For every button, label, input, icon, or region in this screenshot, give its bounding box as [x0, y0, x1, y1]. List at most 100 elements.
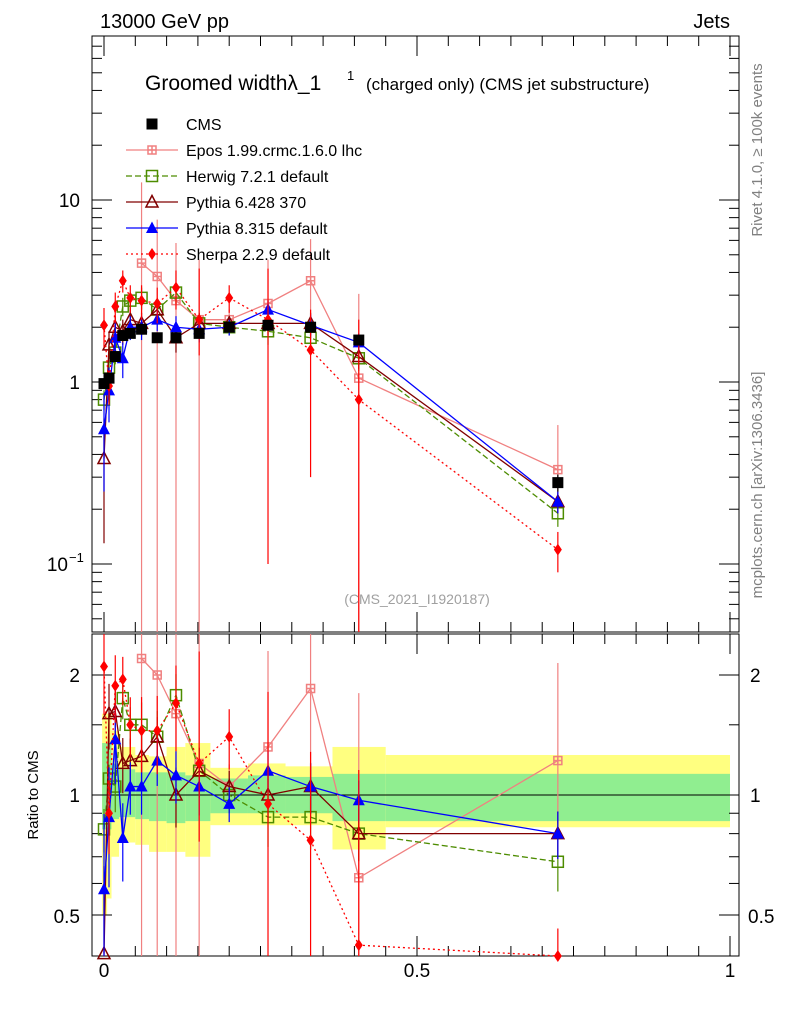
ratio-uncertainty-bands [102, 713, 730, 915]
series-line-epos-1-99-crmc-1-6-0-lhc [141, 262, 559, 471]
chart-title: Groomed widthλ_1 [145, 72, 321, 95]
point-sherpa-2-2-9-default [225, 291, 234, 304]
point-cms [305, 321, 317, 333]
ratio-point-pythia-8-315-default [223, 797, 236, 809]
ratio-point-sherpa-2-2-9-default [137, 724, 146, 737]
ratio-point-pythia-8-315-default [551, 827, 564, 839]
point-epos-1-99-crmc-1-6-0-lhc [136, 258, 147, 268]
series-ratio-sherpa-2-2-9-default [100, 634, 562, 962]
point-cms [353, 334, 365, 346]
legend-marker-cms [146, 118, 158, 130]
legend-marker-herwig-7-2-1-default [145, 169, 159, 183]
chart-title-superscript: 1 [347, 68, 354, 83]
ratio-line-pythia-8-315-default [103, 739, 558, 890]
legend-label-epos-1-99-crmc-1-6-0-lhc: Epos 1.99.crmc.1.6.0 lhc [186, 143, 362, 160]
series-main-pythia-6-428-370 [96, 300, 566, 544]
ratio-point-sherpa-2-2-9-default [225, 730, 234, 743]
point-epos-1-99-crmc-1-6-0-lhc [553, 464, 563, 475]
green-band-bin-5 [135, 772, 150, 820]
point-sherpa-2-2-9-default [354, 393, 363, 406]
chart-title-main: Groomed widthλ_1 [145, 72, 321, 95]
legend-label-sherpa-2-2-9-default: Sherpa 2.2.9 default [186, 247, 331, 264]
green-band-bin-3 [119, 769, 127, 818]
series-main-pythia-8-315-default [98, 300, 564, 514]
point-cms [136, 323, 148, 335]
legend-label-pythia-8-315-default: Pythia 8.315 default [186, 221, 328, 238]
green-band-bin-0 [102, 743, 108, 830]
ratio-point-sherpa-2-2-9-default [111, 679, 120, 692]
category-label: Jets [693, 11, 730, 33]
point-cms [109, 351, 121, 363]
legend-marker-pythia-8-315-default [146, 221, 158, 233]
series-main-herwig-7-2-1-default [97, 282, 565, 527]
green-band-bin-4 [126, 769, 136, 818]
ratio-tick-label-0.5-right: 0.5 [748, 907, 774, 928]
legend-marker-pythia-6-428-370 [144, 193, 160, 208]
point-cms [193, 327, 205, 339]
side-rivet-label: Rivet 4.1.0, ≥ 100k events [749, 63, 766, 236]
x-tick-label-1: 1 [725, 961, 736, 982]
ratio-point-pythia-8-315-default [109, 732, 122, 745]
x-tick-label-0.5: 0.5 [404, 961, 430, 982]
green-band-bin-6 [149, 772, 167, 822]
point-sherpa-2-2-9-default [118, 274, 127, 287]
ratio-tick-label-2-left: 2 [69, 666, 80, 687]
point-sherpa-2-2-9-default [137, 294, 146, 307]
ratio-point-sherpa-2-2-9-default [354, 939, 363, 952]
series-main-cms [98, 319, 564, 492]
ratio-point-sherpa-2-2-9-default [100, 660, 108, 673]
point-cms [262, 319, 274, 331]
point-cms [103, 372, 115, 384]
ratio-point-epos-1-99-crmc-1-6-0-lhc [553, 755, 563, 766]
point-cms [124, 327, 136, 339]
point-sherpa-2-2-9-default [171, 281, 180, 294]
point-pythia-8-315-default [169, 320, 182, 333]
ratio-point-pythia-8-315-default [124, 780, 137, 792]
ratio-point-sherpa-2-2-9-default [171, 697, 180, 710]
point-sherpa-2-2-9-default [553, 543, 562, 556]
series-line-sherpa-2-2-9-default [103, 278, 559, 551]
ratio-point-epos-1-99-crmc-1-6-0-lhc [136, 653, 147, 664]
ratio-point-sherpa-2-2-9-default [195, 757, 204, 770]
ratio-point-sherpa-2-2-9-default [553, 950, 562, 962]
ratio-axis-label: Ratio to CMS [25, 750, 42, 839]
ratio-tick-label-1-left: 1 [69, 786, 80, 807]
ratio-point-pythia-8-315-default [169, 768, 182, 781]
ratio-point-pythia-8-315-default [135, 780, 148, 792]
point-sherpa-2-2-9-default [306, 343, 315, 356]
point-cms [151, 332, 163, 344]
ratio-tick-label-0.5-left: 0.5 [54, 907, 80, 928]
ratio-point-sherpa-2-2-9-default [105, 807, 114, 820]
y-tick-label-1: 1 [69, 373, 80, 394]
point-pythia-8-315-default [551, 495, 564, 507]
analysis-id-label: (CMS_2021_I1920187) [344, 591, 490, 607]
ratio-line-pythia-6-428-370 [103, 710, 558, 954]
x-axis-ticks [103, 36, 731, 956]
ratio-line-herwig-7-2-1-default [103, 693, 558, 863]
ratio-series-group [96, 634, 566, 962]
ratio-point-sherpa-2-2-9-default [306, 834, 315, 847]
point-pythia-6-428-370 [101, 336, 117, 351]
legend-marker-sherpa-2-2-9-default [148, 248, 156, 260]
ratio-point-sherpa-2-2-9-default [153, 724, 162, 737]
point-sherpa-2-2-9-default [195, 313, 204, 326]
point-epos-1-99-crmc-1-6-0-lhc [305, 276, 316, 286]
chart-title-rest: (charged only) (CMS jet substructure) [366, 75, 649, 94]
ratio-point-pythia-6-428-370 [96, 945, 112, 960]
point-sherpa-2-2-9-default [126, 291, 135, 304]
point-cms [552, 477, 564, 489]
ratio-point-sherpa-2-2-9-default [118, 673, 127, 686]
legend: CMS Epos 1.99.crmc.1.6.0 lhc Herwig 7.2.1 … [126, 117, 362, 264]
main-series-group [96, 182, 566, 632]
point-cms [223, 321, 235, 333]
main-panel-frame [91, 35, 740, 633]
ratio-point-pythia-8-315-default [98, 882, 110, 895]
ratio-point-epos-1-99-crmc-1-6-0-lhc [152, 670, 162, 680]
point-sherpa-2-2-9-default [100, 319, 108, 332]
ratio-point-sherpa-2-2-9-default [264, 797, 273, 810]
legend-label-pythia-6-428-370: Pythia 6.428 370 [186, 195, 306, 212]
side-mcplots-label: mcplots.cern.ch [arXiv:1306.3436] [749, 372, 766, 599]
ratio-point-pythia-8-315-default [116, 831, 129, 844]
point-sherpa-2-2-9-default [111, 300, 120, 313]
